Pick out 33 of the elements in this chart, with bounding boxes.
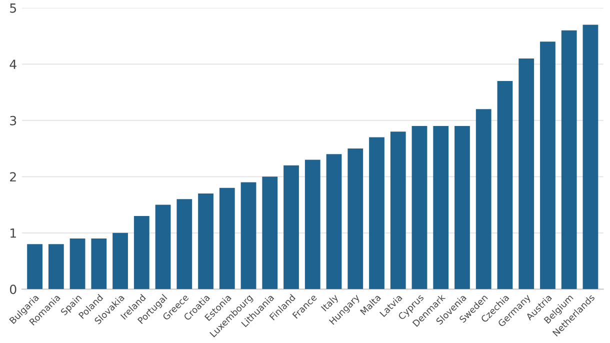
y-tick-label: 5 — [10, 4, 16, 13]
y-tick-label: 4 — [10, 60, 16, 69]
bar — [70, 238, 86, 290]
bar — [433, 126, 449, 290]
bar — [348, 148, 364, 290]
bar — [27, 244, 42, 290]
bar — [284, 165, 299, 290]
bar — [240, 182, 256, 290]
bar — [112, 232, 128, 290]
y-tick-label: 1 — [10, 228, 16, 238]
y-tick-label: 2 — [10, 172, 16, 182]
bar — [91, 238, 107, 290]
bar — [497, 81, 513, 290]
bar — [198, 194, 214, 290]
y-tick-label: 3 — [10, 116, 16, 126]
y-tick-label: 0 — [10, 284, 16, 294]
bar — [326, 154, 342, 290]
bar — [155, 204, 171, 290]
bar — [219, 188, 235, 290]
bar — [48, 244, 64, 290]
bar — [369, 137, 384, 290]
bar — [540, 42, 556, 290]
bar — [561, 30, 577, 290]
bar — [412, 126, 428, 290]
bar — [582, 24, 598, 290]
bar — [134, 216, 150, 290]
bar — [390, 132, 406, 290]
bar — [304, 160, 320, 290]
bar — [176, 199, 192, 290]
bar — [454, 126, 470, 290]
bar — [518, 58, 534, 290]
bar — [476, 109, 492, 290]
bar — [262, 176, 278, 290]
